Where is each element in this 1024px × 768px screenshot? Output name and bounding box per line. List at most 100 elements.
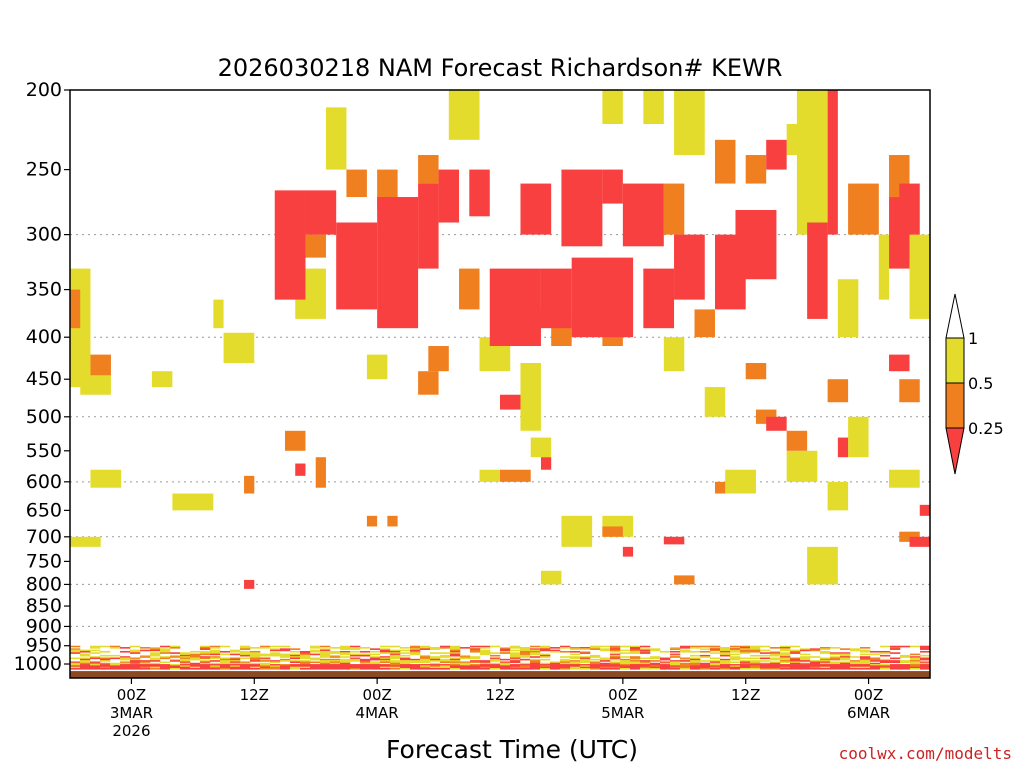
boundary-cell — [500, 658, 511, 661]
boundary-cell — [600, 645, 611, 648]
boundary-cell — [290, 656, 301, 658]
boundary-cell — [210, 664, 221, 666]
boundary-cell — [340, 665, 351, 667]
boundary-cell — [570, 666, 581, 669]
ri-cell-orange-0 — [70, 289, 81, 329]
boundary-cell — [510, 654, 521, 657]
boundary-cell — [400, 666, 411, 669]
boundary-cell — [660, 650, 671, 653]
boundary-cell — [910, 666, 921, 669]
boundary-cell — [840, 656, 851, 658]
boundary-cell — [620, 645, 631, 648]
ri-cell-yellow-4 — [213, 299, 224, 329]
boundary-cell — [680, 664, 691, 666]
boundary-cell — [450, 660, 461, 662]
boundary-cell — [210, 647, 221, 649]
ri-cell-red-12 — [602, 169, 623, 204]
boundary-cell — [860, 665, 871, 667]
boundary-cell — [860, 661, 871, 664]
boundary-cell — [150, 666, 161, 669]
boundary-cell — [490, 657, 501, 660]
ri-cell-orange-19 — [500, 469, 531, 482]
boundary-cell — [800, 657, 811, 660]
boundary-cell — [600, 648, 611, 650]
boundary-cell — [580, 652, 591, 654]
boundary-cell — [760, 664, 771, 666]
boundary-cell — [740, 645, 751, 648]
boundary-cell — [270, 665, 281, 667]
boundary-cell — [520, 656, 531, 658]
boundary-cell — [540, 647, 551, 649]
boundary-cell — [130, 650, 141, 653]
boundary-cell — [310, 650, 321, 653]
boundary-cell — [880, 650, 891, 653]
ytick-label-600: 600 — [26, 471, 62, 493]
boundary-cell — [110, 645, 121, 648]
boundary-cell — [420, 647, 431, 649]
boundary-cell — [640, 660, 651, 662]
boundary-cell — [760, 654, 771, 657]
boundary-cell — [770, 668, 781, 670]
boundary-cell — [130, 662, 141, 665]
boundary-cell — [680, 665, 691, 667]
boundary-cell — [370, 658, 381, 661]
boundary-cell — [600, 660, 611, 662]
boundary-cell — [600, 666, 611, 669]
boundary-cell — [820, 668, 831, 670]
boundary-cell — [900, 660, 911, 662]
boundary-cell — [630, 656, 641, 658]
boundary-cell — [90, 664, 101, 666]
boundary-cell — [450, 650, 461, 653]
ri-cell-red-30 — [663, 536, 685, 545]
boundary-cell — [140, 662, 151, 665]
boundary-cell — [670, 664, 681, 666]
boundary-cell — [330, 668, 341, 670]
ytick-label-550: 550 — [26, 440, 62, 462]
boundary-cell — [590, 645, 601, 648]
boundary-cell — [80, 658, 91, 661]
boundary-cell — [200, 650, 211, 653]
boundary-cell — [860, 664, 871, 666]
boundary-cell — [260, 665, 271, 667]
boundary-cell — [850, 668, 861, 670]
boundary-cell — [850, 649, 861, 652]
boundary-cell — [740, 648, 751, 650]
boundary-cell — [210, 645, 221, 648]
boundary-cell — [110, 647, 121, 649]
boundary-cell — [700, 660, 711, 662]
boundary-cell — [470, 665, 481, 667]
boundary-cell — [880, 665, 891, 667]
boundary-cell — [690, 657, 701, 660]
boundary-cell — [800, 668, 811, 670]
boundary-cell — [230, 660, 241, 662]
boundary-cell — [210, 662, 221, 665]
boundary-cell — [840, 668, 851, 670]
boundary-cell — [610, 666, 621, 669]
ri-cell-red-5 — [438, 169, 460, 223]
boundary-cell — [310, 647, 321, 649]
boundary-cell — [250, 662, 261, 665]
boundary-cell — [70, 649, 81, 652]
ri-cell-orange-25 — [827, 379, 849, 403]
boundary-cell — [200, 662, 211, 665]
boundary-cell — [200, 647, 211, 649]
boundary-cell — [110, 666, 121, 669]
boundary-cell — [420, 660, 431, 662]
boundary-cell — [850, 664, 861, 666]
boundary-cell — [260, 654, 271, 657]
boundary-cell — [350, 645, 361, 648]
boundary-cell — [540, 648, 551, 650]
boundary-cell — [720, 661, 731, 664]
boundary-cell — [400, 652, 411, 654]
boundary-cell — [470, 649, 481, 652]
boundary-cell — [590, 658, 601, 661]
boundary-cell — [150, 665, 161, 667]
boundary-cell — [240, 664, 251, 666]
boundary-cell — [710, 645, 721, 648]
boundary-cell — [80, 662, 91, 665]
boundary-cell — [770, 647, 781, 649]
boundary-cell — [780, 647, 791, 649]
boundary-cell — [800, 656, 811, 658]
boundary-cell — [90, 657, 101, 660]
